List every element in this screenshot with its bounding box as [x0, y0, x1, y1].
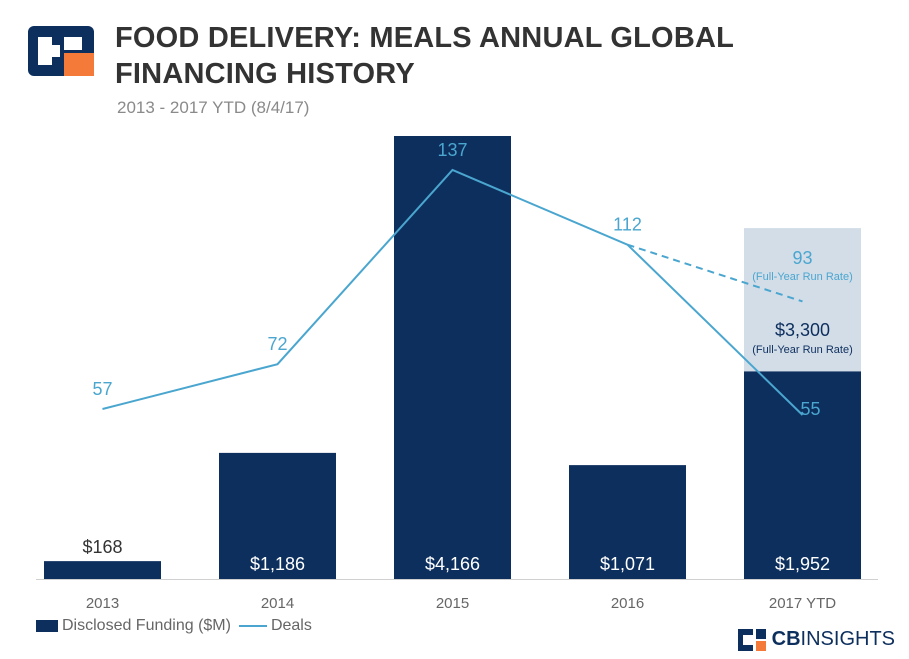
x-tick-label: 2016 — [611, 595, 644, 612]
x-tick-label: 2017 YTD — [769, 595, 836, 612]
x-tick-label: 2013 — [86, 595, 119, 612]
deal-value-label: 57 — [92, 379, 112, 399]
brand-icon — [737, 628, 766, 651]
funding-bar — [44, 561, 161, 579]
bar-value-label: $168 — [82, 537, 122, 557]
bar-value-label: $4,166 — [425, 554, 480, 574]
run-rate-deals-label: 93 — [792, 248, 812, 268]
funding-bar — [219, 452, 336, 579]
run-rate-funding-note: (Full-Year Run Rate) — [752, 344, 852, 356]
deal-value-label: 72 — [267, 334, 287, 354]
x-tick-label: 2014 — [261, 595, 294, 612]
brand-bold: CB — [771, 628, 801, 650]
run-rate-deals-note: (Full-Year Run Rate) — [752, 271, 852, 283]
deal-value-label: 112 — [613, 215, 642, 235]
run-rate-funding-label: $3,300 — [775, 320, 830, 340]
brand-light: INSIGHTS — [800, 628, 895, 650]
bar-value-label: $1,186 — [250, 554, 305, 574]
bar-value-label: $1,952 — [775, 554, 830, 574]
deals-line — [102, 168, 804, 416]
legend-line-label: Deals — [270, 617, 312, 634]
funding-bar — [569, 465, 686, 579]
bar-value-label: $1,071 — [600, 554, 655, 574]
x-tick-label: 2015 — [436, 595, 469, 612]
cb-insights-logo — [28, 26, 94, 76]
chart-title: FOOD DELIVERY: MEALS ANNUAL GLOBAL FINAN… — [115, 22, 734, 90]
funding-bar — [394, 136, 511, 579]
chart-legend: Disclosed Funding ($M) Deals — [36, 617, 312, 635]
brand-footer: CB INSIGHTS — [737, 628, 895, 651]
deal-value-label: 55 — [800, 399, 820, 419]
deals-run-rate-line — [627, 243, 803, 303]
deal-value-label: 137 — [437, 140, 467, 160]
legend-bars-label: Disclosed Funding ($M) — [62, 617, 231, 634]
legend-line-swatch — [238, 625, 267, 627]
legend-bar-swatch — [36, 620, 58, 632]
chart-subtitle: 2013 - 2017 YTD (8/4/17) — [117, 98, 310, 117]
funding-bar — [744, 371, 861, 579]
